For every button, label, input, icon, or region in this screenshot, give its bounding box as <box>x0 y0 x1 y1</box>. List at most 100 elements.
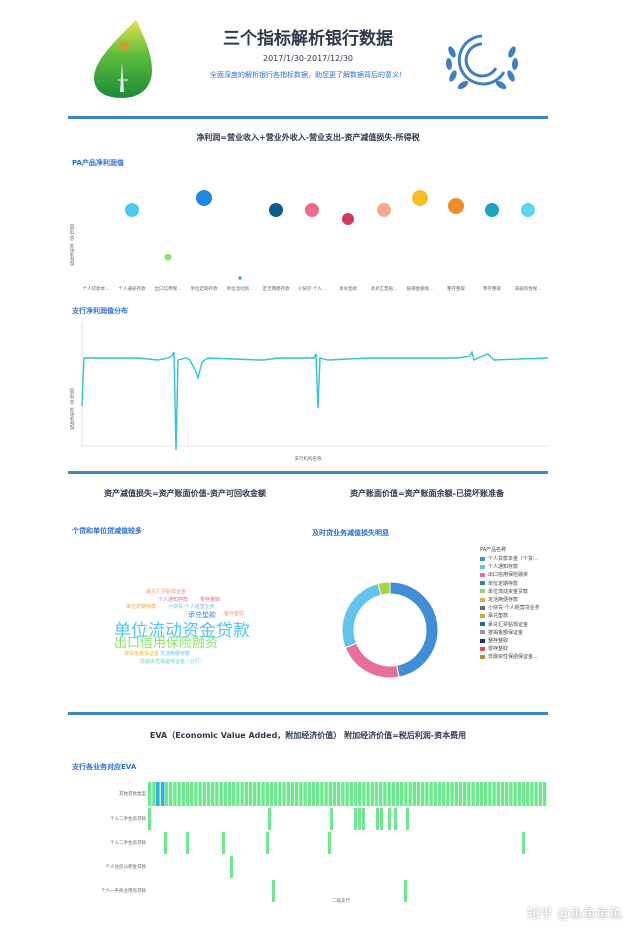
legend-label: 单位定期存款 <box>488 580 519 587</box>
legend-item[interactable]: 个人通知存款 <box>480 563 518 570</box>
legend-item[interactable]: 非融资性保函保证金... <box>480 653 538 660</box>
legend-item[interactable]: 单位流动资金贷款 <box>480 588 528 595</box>
legend-swatch <box>480 597 485 602</box>
eva-row-label: 个人二手住房贷款 <box>110 841 146 846</box>
legend-item[interactable]: 小快贷-个人经营贷业务 <box>480 604 540 611</box>
eva-cell <box>274 782 278 806</box>
eva-cell <box>202 782 206 806</box>
eva-cell <box>353 782 358 806</box>
legend-item[interactable]: 按揭金额保证金 <box>480 629 523 636</box>
legend-title: PA产品名称 <box>480 547 507 553</box>
eva-cell <box>240 782 244 806</box>
x-tick-label: 小快贷-个人... <box>298 285 326 292</box>
bubble-point <box>412 190 428 206</box>
eva-heatmap: 其他贷款类型 个人二手住房贷款 个人二手住房贷款 个人住房公积金贷款 个人一手商业用房贷… <box>66 778 550 908</box>
eva-cell <box>358 808 361 830</box>
eva-heatmap-cells <box>148 782 547 902</box>
legend-item[interactable]: 出口信用保险融资 <box>480 571 528 578</box>
eva-cell <box>307 782 311 806</box>
eva-cell <box>471 782 475 806</box>
legend-label: 零存整取 <box>488 646 509 653</box>
eva-cell <box>169 782 173 806</box>
eva-cell <box>380 808 383 830</box>
chart2-ylabel: 指标净利润（平均值） <box>70 385 75 430</box>
eva-cell <box>206 782 211 806</box>
un-climate-logo <box>445 34 519 90</box>
eva-cell <box>265 782 269 806</box>
eva-cell <box>362 782 366 806</box>
legend-item[interactable]: 个人贷款本金（个贷... <box>480 555 538 562</box>
legend-swatch <box>480 613 485 618</box>
pa-product-scatter-chart: 个人贷款本... 个人通知存款 出口信用保... 单位定期存款 单位流动资... 定活两便… <box>83 190 541 292</box>
eva-cell <box>400 782 404 806</box>
legend-item[interactable]: 定活两便存款 <box>480 596 518 603</box>
legend-label: 单位流动资金贷款 <box>488 588 529 595</box>
leaf-logo <box>94 20 152 98</box>
eva-cell <box>463 782 467 806</box>
eva-cell <box>358 782 362 806</box>
eva-cell <box>408 782 412 806</box>
eva-cell <box>366 782 370 806</box>
eva-cell <box>425 782 429 806</box>
wordcloud-word: 按揭金额保证金 <box>124 651 160 657</box>
eva-cell <box>269 782 274 806</box>
eva-cell <box>379 782 383 806</box>
bubble-point <box>521 203 535 217</box>
eva-cell <box>219 782 223 806</box>
branch-net-profit-title: 支行净利润值分布 <box>72 307 128 315</box>
legend-label: 非融资性保函保证金... <box>488 654 538 661</box>
eva-cell <box>278 782 282 806</box>
donut-title: 及时贷业务减值损失明显 <box>312 529 389 537</box>
legend-item[interactable]: 承兑垫款 <box>480 612 508 619</box>
eva-cell <box>534 782 538 806</box>
eva-chart-title: 支行各业务对应EVA <box>72 763 137 771</box>
eva-cell <box>222 832 225 854</box>
donut-slice <box>377 581 391 596</box>
branch-net-profit-line-chart <box>81 322 549 451</box>
eva-cell <box>479 782 484 806</box>
wordcloud-word: 出口信用保险融资 <box>114 636 219 651</box>
eva-cell <box>227 782 232 806</box>
eva-formula: EVA（Economic Value Added，附加经济价值） 附加经济价值=… <box>149 731 467 740</box>
eva-cell <box>433 782 437 806</box>
legend-swatch <box>480 646 485 651</box>
eva-row-label: 其他贷款类型 <box>119 792 146 797</box>
eva-cell <box>484 782 488 806</box>
legend-item[interactable]: 承兑汇票贴现证金 <box>480 621 528 628</box>
legend-item[interactable]: 整存整取 <box>480 637 508 644</box>
eva-cell <box>299 782 303 806</box>
legend-label: 定活两便存款 <box>488 597 519 603</box>
eva-cell <box>376 808 379 830</box>
bubble-point <box>377 203 391 217</box>
x-tick-label: 定活两便存款 <box>263 285 290 292</box>
eva-cell <box>522 832 525 854</box>
eva-cell <box>198 782 202 806</box>
wordcloud-word: 单位定期存款 <box>126 604 157 610</box>
eva-cell <box>316 782 320 806</box>
legend-swatch <box>480 564 485 569</box>
eva-cell <box>391 782 395 806</box>
wordcloud-word: 非融资性保函保证金（分行） <box>140 659 206 665</box>
x-tick-label: 零存整取 <box>483 285 501 292</box>
legend-label: 承兑汇票贴现证金 <box>488 621 529 628</box>
bubble-point <box>485 203 499 217</box>
legend-label: 小快贷-个人经营贷业务 <box>488 605 540 612</box>
series-line <box>81 349 549 451</box>
eva-cell <box>475 782 479 806</box>
eva-cell <box>295 782 299 806</box>
eva-cell <box>383 782 387 806</box>
eva-cell <box>442 782 446 806</box>
legend-item[interactable]: 单位定期存款 <box>480 580 518 587</box>
book-value-formula: 资产账面价值=资产账面余额-已提坏账准备 <box>349 489 505 498</box>
eva-cell <box>194 782 198 806</box>
eva-cell <box>467 782 471 806</box>
legend-item[interactable]: 零存整取 <box>480 645 508 652</box>
bubble-point <box>196 190 212 206</box>
eva-cell <box>190 782 194 806</box>
donut-slice <box>344 642 400 679</box>
eva-cell <box>374 782 379 806</box>
eva-cell <box>542 782 547 806</box>
eva-cell <box>211 782 215 806</box>
eva-cell <box>223 782 227 806</box>
eva-cell <box>148 808 151 830</box>
